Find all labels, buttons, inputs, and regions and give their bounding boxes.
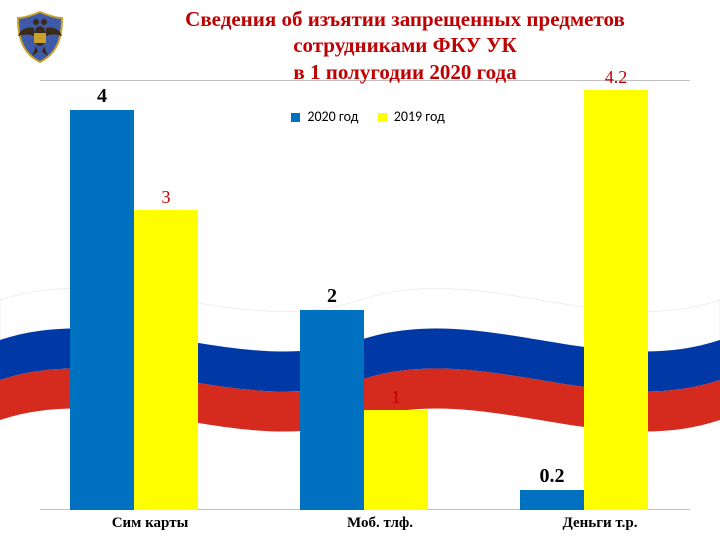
bar — [134, 210, 198, 510]
title-line-3: в 1 полугодии 2020 года — [293, 60, 516, 84]
bar — [364, 410, 428, 510]
slide: Сведения об изъятии запрещенных предмето… — [0, 0, 720, 540]
emblem-fsin — [10, 6, 70, 66]
legend-swatch-2019 — [378, 113, 387, 122]
bar — [520, 490, 584, 510]
bar — [584, 90, 648, 510]
bar-value-label: 4 — [70, 85, 134, 108]
title-line-1: Сведения об изъятии запрещенных предмето… — [185, 7, 625, 31]
bar-value-label: 0.2 — [520, 465, 584, 488]
bar-value-label: 3 — [134, 187, 198, 208]
bar-value-label: 2 — [300, 285, 364, 308]
chart-bars: 43Сим карты21Моб. тлф.0.24.2Деньги т.р. — [40, 81, 690, 510]
chart-legend: 2020 год 2019 год — [0, 108, 720, 125]
category-label: Моб. тлф. — [280, 515, 480, 532]
title-line-2: сотрудниками ФКУ УК — [293, 33, 517, 57]
legend-swatch-2020 — [291, 113, 300, 122]
bar-value-label: 1 — [364, 387, 428, 408]
legend-label-2019: 2019 год — [394, 108, 445, 125]
category-label: Сим карты — [50, 515, 250, 532]
bar — [70, 110, 134, 510]
chart-plot-area: 43Сим карты21Моб. тлф.0.24.2Деньги т.р. — [40, 80, 690, 510]
category-label: Деньги т.р. — [500, 515, 700, 532]
slide-title: Сведения об изъятии запрещенных предмето… — [110, 6, 700, 85]
legend-label-2020: 2020 год — [307, 108, 358, 125]
bar — [300, 310, 364, 510]
